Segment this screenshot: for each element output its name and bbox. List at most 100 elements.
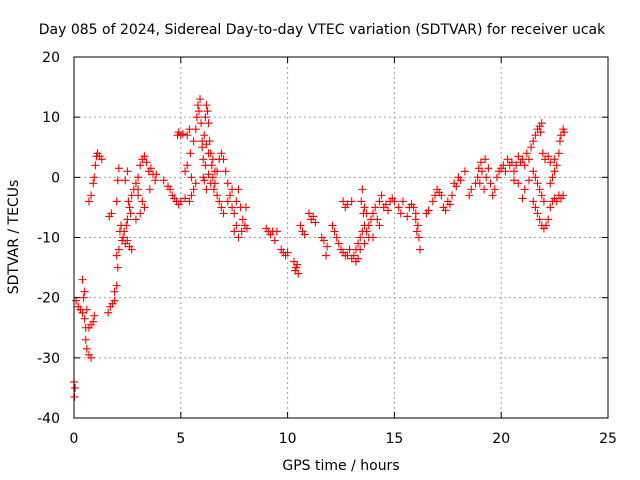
data-point (97, 155, 106, 164)
data-point (492, 173, 501, 182)
data-point (152, 170, 161, 179)
y-tick-label: -20 (37, 291, 60, 307)
data-point (522, 149, 531, 158)
data-point (181, 167, 190, 176)
data-point (87, 191, 96, 200)
data-point (127, 245, 136, 254)
data-point (142, 158, 151, 167)
data-point (390, 197, 399, 206)
data-point (210, 167, 219, 176)
data-point (520, 185, 529, 194)
data-point (535, 185, 544, 194)
data-point (91, 161, 100, 170)
data-point (204, 119, 213, 128)
data-point (381, 200, 390, 209)
data-point (82, 344, 91, 353)
data-point (206, 179, 215, 188)
chart-title: Day 085 of 2024, Sidereal Day-to-day VTE… (39, 22, 606, 38)
data-point (322, 251, 331, 260)
data-point (230, 227, 239, 236)
data-point (136, 161, 145, 170)
data-point (537, 191, 546, 200)
data-point (437, 191, 446, 200)
data-point (358, 185, 367, 194)
data-point (140, 152, 149, 161)
data-point (474, 164, 483, 173)
data-point (544, 215, 553, 224)
data-point (202, 185, 211, 194)
data-point (514, 152, 523, 161)
data-point (524, 176, 533, 185)
data-point (201, 113, 210, 122)
data-point (78, 275, 87, 284)
data-point (475, 179, 484, 188)
data-point (359, 209, 368, 218)
data-point (514, 179, 523, 188)
data-point (529, 167, 538, 176)
data-point (272, 227, 281, 236)
data-point (84, 197, 93, 206)
data-point (460, 167, 469, 176)
x-tick-label: 5 (176, 431, 185, 447)
data-point (373, 215, 382, 224)
data-point (518, 194, 527, 203)
data-point (193, 101, 202, 110)
data-point (560, 128, 569, 137)
data-point (480, 185, 489, 194)
data-point (138, 197, 147, 206)
data-point (232, 197, 241, 206)
data-point (520, 161, 529, 170)
data-point (452, 182, 461, 191)
data-point (482, 173, 491, 182)
data-point (339, 197, 348, 206)
data-point (531, 131, 540, 140)
data-point (221, 167, 230, 176)
data-point (131, 179, 140, 188)
data-point (412, 227, 421, 236)
data-point (360, 239, 369, 248)
data-point (123, 167, 132, 176)
data-point (296, 221, 305, 230)
data-point (323, 242, 332, 251)
data-point (550, 155, 559, 164)
data-point (201, 161, 210, 170)
data-point (140, 203, 149, 212)
data-point (507, 158, 516, 167)
data-point (364, 221, 373, 230)
data-point (486, 179, 495, 188)
data-point (538, 149, 547, 158)
data-point (371, 203, 380, 212)
data-point (416, 245, 425, 254)
data-point (230, 209, 239, 218)
data-point (542, 221, 551, 230)
plot-frame (73, 56, 609, 419)
data-point (183, 131, 192, 140)
data-point (351, 257, 360, 266)
y-tick-label: 10 (42, 110, 60, 126)
data-point (357, 197, 366, 206)
data-point (228, 203, 237, 212)
grid (74, 57, 608, 418)
data-point (448, 191, 457, 200)
data-point (78, 308, 87, 317)
data-point (349, 251, 358, 260)
data-point (503, 155, 512, 164)
data-point (377, 191, 386, 200)
data-point (187, 191, 196, 200)
data-point (209, 185, 218, 194)
x-tick-label: 15 (385, 431, 403, 447)
data-point (398, 197, 407, 206)
data-point (89, 317, 98, 326)
data-point (204, 149, 213, 158)
data-point (441, 206, 450, 215)
data-point (243, 224, 252, 233)
data-point (347, 197, 356, 206)
data-point (81, 335, 90, 344)
data-point (343, 200, 352, 209)
axis-tick-labels: 0 5 10 15 20 25 -40 -30 -20 -10 0 10 20 (37, 50, 617, 447)
data-point (473, 173, 482, 182)
data-point (198, 137, 207, 146)
data-point (110, 296, 119, 305)
data-point (409, 203, 418, 212)
